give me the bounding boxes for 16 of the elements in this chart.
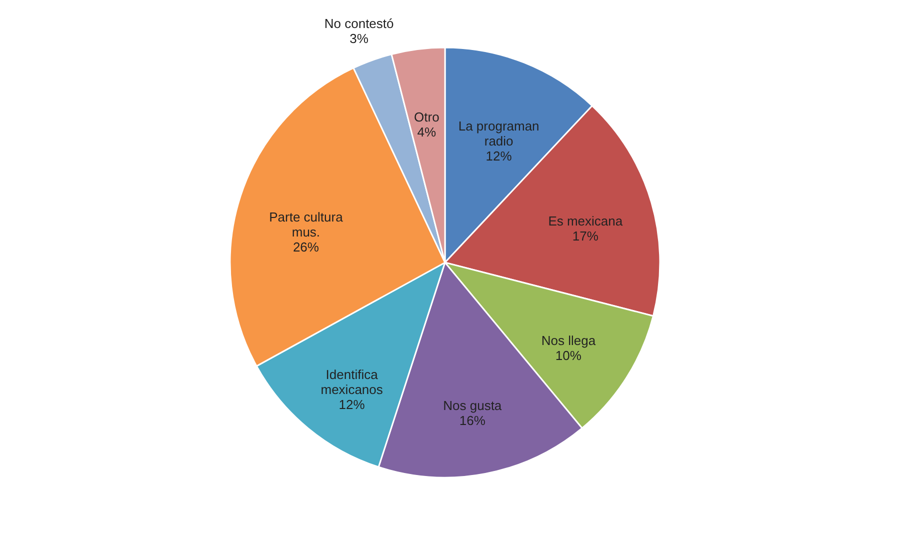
data-label: 3% [350, 30, 369, 46]
slice-label: Nos gusta [443, 398, 502, 414]
data-label: 12% [486, 148, 512, 164]
slice-label: Nos llega [541, 332, 596, 348]
data-label: 16% [459, 413, 486, 428]
data-label: 4% [417, 124, 437, 140]
slice-label: Es mexicana [548, 214, 624, 229]
data-label: 10% [555, 348, 582, 363]
data-label: 12% [338, 397, 366, 412]
slice-label: Identifica mexicanos [320, 367, 384, 398]
slice-label: La programan radio [458, 118, 540, 149]
data-label: 17% [572, 228, 599, 244]
slice-label: Parte cultura mus. [269, 209, 344, 240]
data-label: 26% [292, 239, 320, 254]
slice-label: No contestó [324, 16, 394, 31]
slice-label: Otro [414, 109, 440, 124]
